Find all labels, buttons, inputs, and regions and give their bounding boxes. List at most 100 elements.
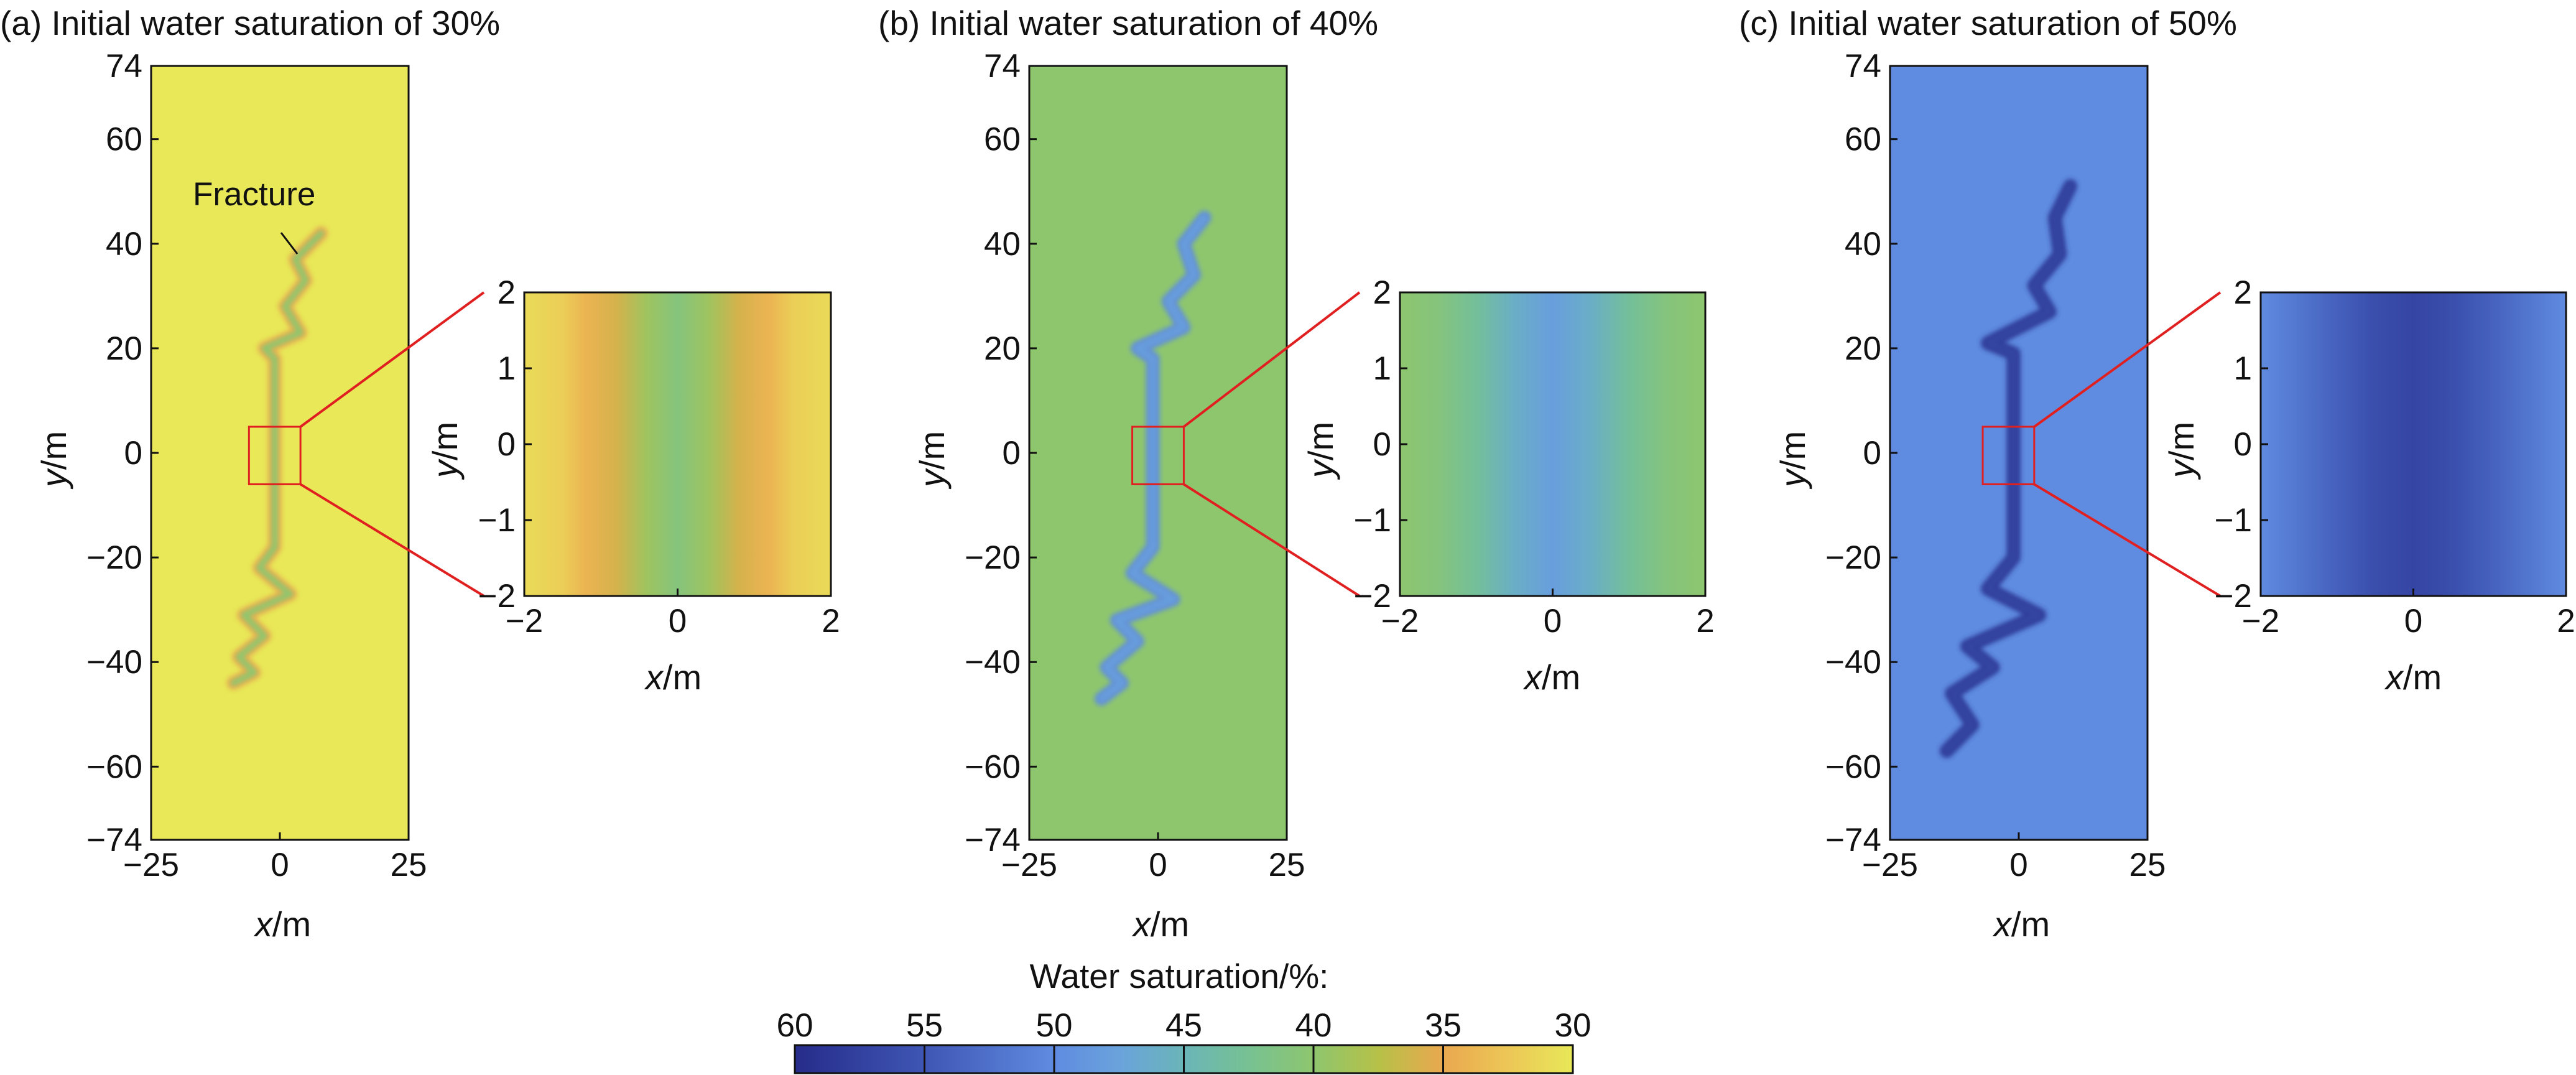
y-tick-label: 0 [1863, 435, 1881, 472]
y-tick-label: −60 [1825, 748, 1881, 785]
inset-y-tick-label: 2 [1373, 274, 1391, 311]
y-tick-label: 60 [1845, 121, 1881, 158]
zoom-box [1981, 426, 2036, 485]
inset-x-tick-label: 2 [2557, 603, 2575, 640]
y-tick-label: 60 [984, 121, 1021, 158]
y-tick-label: 60 [106, 121, 142, 158]
y-tick-label: −20 [86, 539, 142, 576]
colorbar-tick-label: 35 [1425, 1007, 1462, 1044]
fracture-layer [1094, 210, 1212, 706]
zoom-box [248, 426, 302, 485]
y-axis-label: y/m [912, 431, 952, 490]
inset-y-tick-label: −2 [1354, 578, 1391, 615]
x-tick-label: 25 [391, 847, 427, 883]
x-tick-label: 0 [271, 847, 289, 883]
x-tick-label: 0 [2009, 847, 2027, 883]
zoom-line-bottom [1183, 483, 1361, 597]
panel-title: (c) Initial water saturation of 50% [1739, 4, 2237, 42]
panel-b: (b) Initial water saturation of 40% 74 60… [878, 4, 1715, 944]
inset-y-axis-label: y/m [425, 422, 465, 480]
inset-y-tick-label: 1 [1373, 350, 1391, 387]
y-tick-label: 40 [984, 226, 1021, 263]
x-tick-label: −25 [1001, 847, 1057, 883]
fracture-layer [1940, 179, 2077, 758]
zoom-connector [248, 291, 485, 597]
panel-title: (b) Initial water saturation of 40% [878, 4, 1378, 42]
fracture-annotation: Fracture [193, 176, 315, 213]
x-tick-label: −25 [123, 847, 179, 883]
inset-y-tick-label: 0 [2234, 426, 2252, 463]
colorbar-tick-label: 60 [777, 1007, 813, 1044]
inset-x-tick-label: 2 [822, 603, 840, 640]
panel-a: (a) Initial water saturation of 30% 74 60… [0, 4, 840, 944]
y-tick-label: 0 [1003, 435, 1021, 472]
y-tick-label: −20 [965, 539, 1021, 576]
colorbar-tick-label: 50 [1036, 1007, 1073, 1044]
zoom-connector [1131, 291, 1361, 597]
y-tick-label: −60 [86, 748, 142, 785]
y-axis-label: y/m [34, 431, 73, 490]
x-tick-label: 25 [1269, 847, 1305, 883]
zoom-line-bottom [300, 483, 485, 597]
inset-y-tick-label: −1 [478, 502, 516, 539]
y-tick-label: 20 [984, 330, 1021, 367]
inset-x-tick-label: 0 [669, 603, 687, 640]
fracture-path [1098, 214, 1208, 702]
inset-y-tick-label: 0 [498, 426, 516, 463]
inset-y-tick-label: −2 [2215, 578, 2252, 615]
inset-x-axis-label: x/m [644, 658, 702, 697]
y-tick-label: −74 [1825, 822, 1881, 859]
inset-x-tick-label: 2 [1696, 603, 1714, 640]
inset-x-tick-label: −2 [1381, 603, 1419, 640]
zoom-line-bottom [2033, 483, 2222, 597]
y-tick-label: −40 [1825, 644, 1881, 681]
inset-y-axis-label: y/m [2162, 422, 2201, 480]
inset-y-tick-label: 1 [2234, 350, 2252, 387]
y-tick-label: −74 [965, 822, 1021, 859]
inset-x-axis-label: x/m [2384, 658, 2442, 697]
inset-y-tick-label: 1 [498, 350, 516, 387]
zoom-connector [1981, 291, 2222, 597]
inset-plot [1400, 292, 1705, 596]
y-tick-label: 20 [1845, 330, 1881, 367]
zoom-line-top [299, 291, 485, 428]
x-tick-label: −25 [1862, 847, 1918, 883]
inset-plot [2261, 292, 2566, 596]
y-tick-label: −20 [1825, 539, 1881, 576]
fracture-path [1944, 183, 2073, 755]
inset-axes: 2 1 0 −1 −2−2 0 2 [1354, 274, 1715, 640]
colorbar-ticks: 60 55 50 45 40 35 30 [777, 1007, 1591, 1073]
fracture-layer [226, 226, 328, 690]
colorbar-tick-label: 45 [1165, 1007, 1202, 1044]
x-axis-label: x/m [1131, 905, 1189, 944]
x-axis-label: x/m [1992, 905, 2050, 944]
inset-axes: 2 1 0 −1 −2−2 0 2 [478, 274, 840, 640]
inset-y-tick-label: 0 [1373, 426, 1391, 463]
y-axis-label: y/m [1773, 431, 1812, 490]
x-axis-label: x/m [253, 905, 311, 944]
y-tick-label: 20 [106, 330, 142, 367]
colorbar-tick-label: 40 [1295, 1007, 1332, 1044]
y-tick-label: 74 [984, 48, 1021, 85]
inset-x-tick-label: 0 [2404, 603, 2422, 640]
colorbar-tick-label: 55 [906, 1007, 943, 1044]
fracture-leader-line [280, 232, 299, 254]
zoom-box [1131, 426, 1185, 485]
inset-y-tick-label: 2 [498, 274, 516, 311]
zoom-line-top [2033, 291, 2222, 428]
y-tick-label: −74 [86, 822, 142, 859]
inset-y-axis-label: y/m [1301, 422, 1340, 480]
x-tick-label: 0 [1149, 847, 1167, 883]
colorbar-tick-label: 30 [1555, 1007, 1591, 1044]
colorbar-title: Water saturation/%: [1030, 957, 1329, 995]
panel-title: (a) Initial water saturation of 30% [0, 4, 500, 42]
y-tick-label: −60 [965, 748, 1021, 785]
inset-plot [524, 292, 831, 596]
zoom-line-top [1183, 291, 1361, 428]
y-tick-label: 74 [1845, 48, 1881, 85]
inset-x-axis-label: x/m [1522, 658, 1580, 697]
y-tick-label: −40 [965, 644, 1021, 681]
inset-axes: 2 1 0 −1 −2−2 0 2 [2215, 274, 2575, 640]
inset-x-tick-label: 0 [1544, 603, 1562, 640]
